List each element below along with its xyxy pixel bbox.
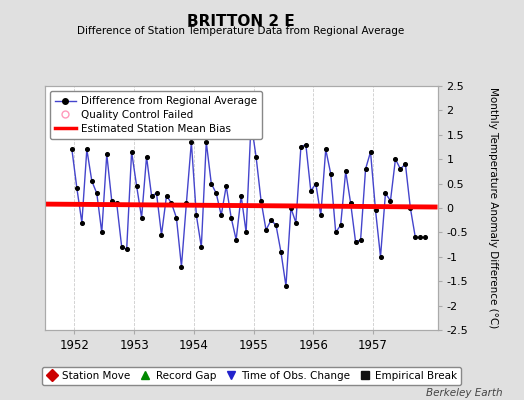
Point (421, 234, 430, 240)
Point (177, 263, 185, 270)
Point (192, 212, 201, 218)
Point (73, 185, 81, 192)
Point (152, 190, 161, 196)
Point (123, 246, 131, 253)
Point (307, 188, 315, 194)
Point (401, 161, 410, 167)
Point (277, 249, 285, 255)
Point (342, 168, 350, 175)
Point (232, 236, 241, 243)
Point (372, 207, 380, 214)
Point (88, 178, 96, 184)
Point (167, 200, 176, 206)
Point (247, 119, 255, 126)
Point (133, 183, 141, 189)
Text: BRITTON 2 E: BRITTON 2 E (187, 14, 295, 29)
Point (376, 254, 385, 260)
Point (212, 190, 221, 196)
Point (117, 244, 126, 250)
Point (202, 139, 211, 145)
Point (287, 205, 295, 211)
Point (411, 234, 420, 240)
Point (362, 166, 370, 172)
Point (237, 193, 245, 199)
Point (396, 166, 405, 172)
Point (297, 144, 305, 150)
Legend: Difference from Regional Average, Quality Control Failed, Estimated Station Mean: Difference from Regional Average, Qualit… (50, 91, 262, 139)
Point (107, 198, 116, 204)
Point (68, 146, 76, 153)
Point (103, 151, 111, 158)
Point (346, 200, 355, 206)
Point (332, 229, 340, 236)
Point (197, 244, 205, 250)
Point (267, 217, 275, 223)
Point (207, 180, 215, 187)
Point (381, 190, 390, 196)
Legend: Station Move, Record Gap, Time of Obs. Change, Empirical Break: Station Move, Record Gap, Time of Obs. C… (41, 367, 462, 385)
Point (252, 154, 260, 160)
Y-axis label: Monthly Temperature Anomaly Difference (°C): Monthly Temperature Anomaly Difference (… (488, 87, 498, 329)
Point (147, 193, 156, 199)
Point (127, 149, 136, 155)
Point (172, 214, 181, 221)
Point (187, 139, 195, 145)
Point (316, 212, 325, 218)
Point (182, 200, 191, 206)
Point (326, 171, 335, 177)
Point (157, 232, 166, 238)
Point (143, 154, 151, 160)
Point (391, 156, 400, 162)
Point (336, 222, 345, 228)
Point (292, 220, 300, 226)
Point (242, 229, 250, 236)
Point (356, 236, 365, 243)
Point (113, 200, 121, 206)
Point (322, 146, 330, 153)
Point (386, 198, 395, 204)
Point (93, 190, 101, 196)
Point (352, 239, 360, 245)
Point (137, 214, 146, 221)
Point (227, 214, 235, 221)
Point (416, 234, 424, 240)
Point (162, 193, 171, 199)
Point (83, 146, 91, 153)
Point (222, 183, 231, 189)
Point (312, 180, 320, 187)
Point (97, 229, 106, 236)
Text: Berkeley Earth: Berkeley Earth (427, 388, 503, 398)
Point (257, 198, 265, 204)
Point (366, 149, 375, 155)
Point (406, 205, 414, 211)
Text: Difference of Station Temperature Data from Regional Average: Difference of Station Temperature Data f… (78, 26, 405, 36)
Point (217, 212, 225, 218)
Point (282, 283, 290, 289)
Point (262, 227, 270, 233)
Point (78, 220, 86, 226)
Point (272, 222, 280, 228)
Point (302, 141, 310, 148)
